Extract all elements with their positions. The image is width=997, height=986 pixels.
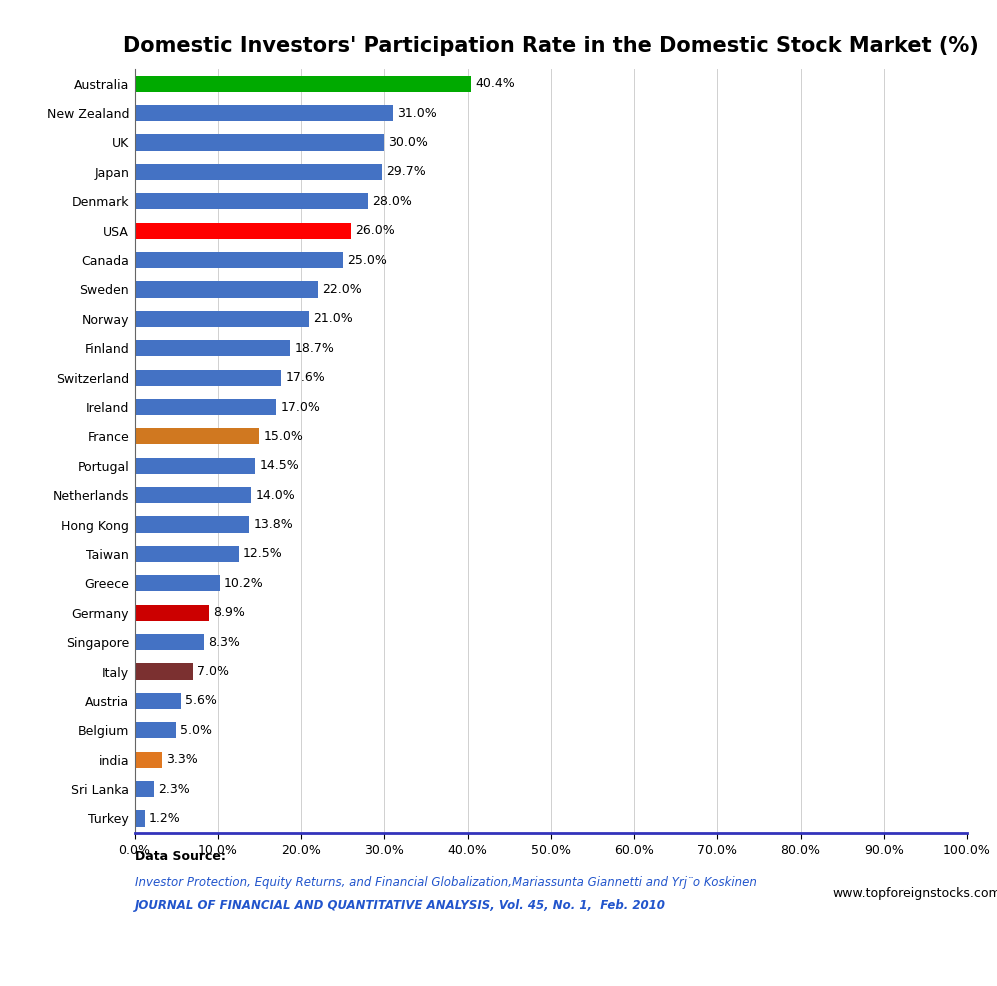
Text: 12.5%: 12.5% bbox=[243, 547, 282, 560]
Bar bbox=[135, 458, 255, 474]
Text: 31.0%: 31.0% bbox=[397, 106, 437, 119]
Bar bbox=[135, 751, 163, 768]
Text: 18.7%: 18.7% bbox=[294, 342, 334, 355]
Text: 14.0%: 14.0% bbox=[255, 489, 295, 502]
Text: 29.7%: 29.7% bbox=[386, 166, 426, 178]
Bar bbox=[135, 810, 145, 826]
Text: 8.3%: 8.3% bbox=[207, 636, 239, 649]
Bar bbox=[135, 106, 393, 121]
Text: 14.5%: 14.5% bbox=[259, 459, 299, 472]
Text: 2.3%: 2.3% bbox=[158, 783, 189, 796]
Bar bbox=[135, 134, 384, 151]
Text: 10.2%: 10.2% bbox=[223, 577, 263, 590]
Text: 26.0%: 26.0% bbox=[355, 224, 395, 238]
Bar bbox=[135, 575, 219, 592]
Bar bbox=[135, 399, 276, 415]
Text: 3.3%: 3.3% bbox=[166, 753, 198, 766]
Text: Investor Protection, Equity Returns, and Financial Globalization,Mariassunta Gia: Investor Protection, Equity Returns, and… bbox=[135, 876, 757, 888]
Text: 28.0%: 28.0% bbox=[372, 195, 412, 208]
Text: 21.0%: 21.0% bbox=[314, 313, 353, 325]
Text: Data Source:: Data Source: bbox=[135, 850, 225, 863]
Bar bbox=[135, 693, 181, 709]
Bar bbox=[135, 164, 382, 180]
Text: 25.0%: 25.0% bbox=[347, 253, 387, 266]
Bar bbox=[135, 281, 318, 298]
Bar bbox=[135, 517, 249, 532]
Text: 7.0%: 7.0% bbox=[197, 665, 229, 678]
Bar bbox=[135, 546, 238, 562]
Bar bbox=[135, 634, 203, 650]
Bar bbox=[135, 428, 259, 445]
Text: 17.0%: 17.0% bbox=[280, 400, 320, 413]
Bar bbox=[135, 193, 368, 209]
Text: 17.6%: 17.6% bbox=[285, 371, 325, 385]
Text: 5.0%: 5.0% bbox=[180, 724, 212, 737]
Bar bbox=[135, 311, 309, 327]
Bar bbox=[135, 340, 290, 356]
Bar bbox=[135, 76, 471, 92]
Text: JOURNAL OF FINANCIAL AND QUANTITATIVE ANALYSIS, Vol. 45, No. 1,  Feb. 2010: JOURNAL OF FINANCIAL AND QUANTITATIVE AN… bbox=[135, 899, 665, 912]
Bar bbox=[135, 370, 281, 386]
Text: 40.4%: 40.4% bbox=[476, 77, 514, 90]
Title: Domestic Investors' Participation Rate in the Domestic Stock Market (%): Domestic Investors' Participation Rate i… bbox=[123, 36, 979, 56]
Bar bbox=[135, 781, 154, 797]
Text: 8.9%: 8.9% bbox=[212, 606, 244, 619]
Text: 13.8%: 13.8% bbox=[253, 518, 293, 531]
Text: 5.6%: 5.6% bbox=[185, 694, 217, 707]
Text: www.topforeignstocks.com: www.topforeignstocks.com bbox=[832, 887, 997, 900]
Bar bbox=[135, 664, 192, 679]
Bar bbox=[135, 223, 351, 239]
Text: 22.0%: 22.0% bbox=[322, 283, 362, 296]
Text: 1.2%: 1.2% bbox=[149, 812, 180, 825]
Bar bbox=[135, 604, 208, 621]
Text: 15.0%: 15.0% bbox=[263, 430, 303, 443]
Bar bbox=[135, 252, 343, 268]
Bar bbox=[135, 487, 251, 503]
Bar bbox=[135, 722, 176, 739]
Text: 30.0%: 30.0% bbox=[389, 136, 429, 149]
